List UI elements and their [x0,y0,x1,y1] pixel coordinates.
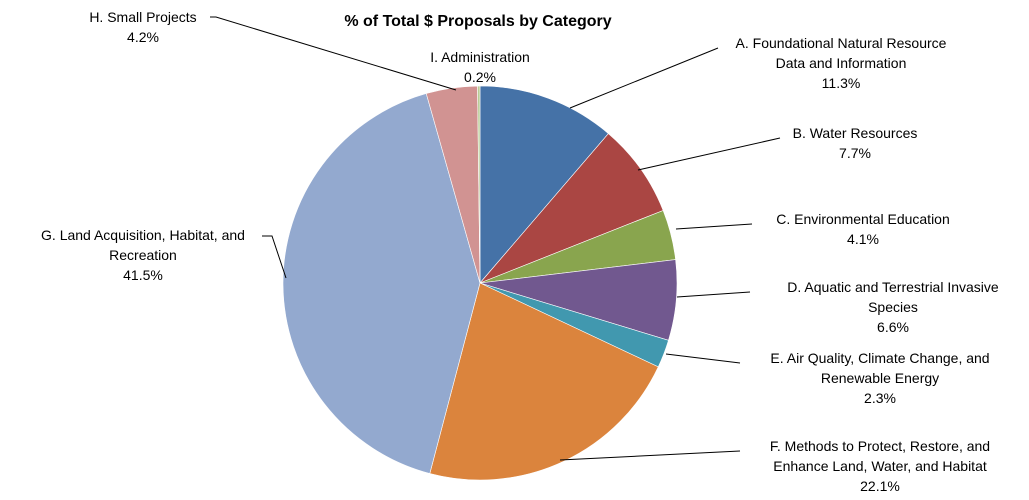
slice-percent: 22.1% [860,478,900,494]
slice-category: B. Water Resources [793,125,918,141]
slice-category: Renewable Energy [821,370,939,386]
slice-label: D. Aquatic and Terrestrial Invasive Speci… [787,279,999,335]
leader-line [638,138,780,170]
slice-category: Data and Information [776,55,907,71]
slice-category: F. Methods to Protect, Restore, and [770,438,990,454]
slice-category: H. Small Projects [89,9,196,25]
slice-percent: 11.3% [822,75,861,91]
slice-percent: 7.7% [839,145,871,161]
slice-percent: 4.2% [127,29,159,45]
slice-category: I. Administration [430,49,530,65]
slice-label: F. Methods to Protect, Restore, and Enhan… [770,438,990,494]
slice-label: H. Small Projects 4.2% [89,9,196,45]
slice-category: G. Land Acquisition, Habitat, and [41,227,245,243]
slice-label: B. Water Resources 7.7% [793,125,918,161]
slice-category: Species [868,299,918,315]
slice-label: G. Land Acquisition, Habitat, and Recreat… [41,227,245,283]
slice-category: E. Air Quality, Climate Change, and [770,350,989,366]
leader-line [666,354,740,363]
leader-line [676,224,752,229]
leader-line [677,292,750,297]
slice-label: I. Administration 0.2% [430,49,530,85]
leader-line [262,236,286,278]
slice-category: A. Foundational Natural Resource [736,35,947,51]
slice-percent: 2.3% [864,390,896,406]
slice-percent: 41.5% [123,267,163,283]
slices [283,86,677,480]
slice-category: Enhance Land, Water, and Habitat [773,458,987,474]
chart-title: % of Total $ Proposals by Category [344,13,611,30]
leader-line [570,48,718,108]
slice-label: E. Air Quality, Climate Change, and Renew… [770,350,989,406]
slice-category: D. Aquatic and Terrestrial Invasive [787,279,999,295]
slice-percent: 4.1% [847,231,879,247]
leader-line [560,451,740,460]
slice-category: C. Environmental Education [776,211,950,227]
slice-label: A. Foundational Natural Resource Data and… [736,35,947,91]
slice-percent: 6.6% [877,319,909,335]
slice-category: Recreation [109,247,177,263]
slice-percent: 0.2% [464,69,496,85]
slice-label: C. Environmental Education 4.1% [776,211,950,247]
